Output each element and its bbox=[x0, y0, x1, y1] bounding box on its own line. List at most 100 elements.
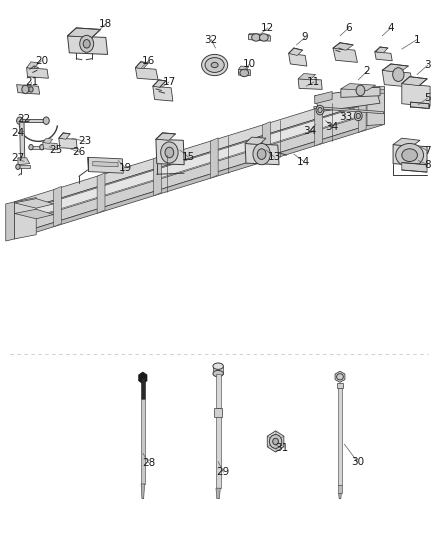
Polygon shape bbox=[335, 372, 345, 382]
Ellipse shape bbox=[205, 58, 224, 72]
Polygon shape bbox=[338, 389, 342, 486]
Ellipse shape bbox=[396, 143, 424, 167]
Circle shape bbox=[43, 117, 49, 124]
Polygon shape bbox=[341, 84, 376, 91]
Polygon shape bbox=[88, 157, 123, 173]
Polygon shape bbox=[341, 87, 380, 98]
Polygon shape bbox=[393, 144, 427, 166]
Text: 26: 26 bbox=[72, 147, 85, 157]
Polygon shape bbox=[67, 28, 101, 37]
Text: 15: 15 bbox=[182, 152, 195, 162]
Polygon shape bbox=[59, 133, 70, 139]
Polygon shape bbox=[139, 372, 147, 384]
Text: 11: 11 bbox=[307, 77, 321, 87]
Circle shape bbox=[29, 87, 33, 92]
Polygon shape bbox=[53, 187, 61, 227]
Circle shape bbox=[392, 68, 404, 82]
Polygon shape bbox=[358, 92, 366, 133]
Circle shape bbox=[354, 111, 362, 120]
Polygon shape bbox=[141, 484, 145, 499]
Text: 28: 28 bbox=[142, 458, 155, 467]
Text: 30: 30 bbox=[351, 457, 364, 466]
Polygon shape bbox=[18, 165, 30, 168]
Polygon shape bbox=[315, 92, 332, 104]
Circle shape bbox=[316, 106, 324, 115]
Circle shape bbox=[257, 149, 266, 159]
Polygon shape bbox=[376, 47, 388, 53]
Text: 31: 31 bbox=[276, 443, 289, 453]
Polygon shape bbox=[358, 90, 385, 95]
Text: 9: 9 bbox=[302, 33, 308, 43]
Polygon shape bbox=[339, 494, 341, 499]
Polygon shape bbox=[338, 486, 342, 494]
Polygon shape bbox=[14, 120, 385, 239]
Text: 25: 25 bbox=[49, 145, 63, 155]
Polygon shape bbox=[59, 138, 77, 149]
Text: 33: 33 bbox=[339, 112, 353, 122]
Text: 12: 12 bbox=[261, 23, 274, 33]
Polygon shape bbox=[14, 198, 36, 239]
Text: 8: 8 bbox=[424, 160, 431, 169]
Polygon shape bbox=[18, 158, 30, 165]
Polygon shape bbox=[314, 107, 384, 114]
Polygon shape bbox=[289, 48, 303, 55]
Text: 2: 2 bbox=[364, 67, 370, 76]
Text: 1: 1 bbox=[414, 35, 420, 45]
Text: 34: 34 bbox=[325, 122, 339, 132]
Text: 5: 5 bbox=[424, 93, 431, 103]
Polygon shape bbox=[216, 488, 220, 499]
Circle shape bbox=[22, 85, 29, 94]
Polygon shape bbox=[97, 173, 105, 213]
Polygon shape bbox=[367, 86, 385, 125]
Polygon shape bbox=[262, 122, 270, 162]
Polygon shape bbox=[213, 366, 223, 374]
Ellipse shape bbox=[201, 54, 228, 76]
Polygon shape bbox=[135, 62, 148, 69]
Circle shape bbox=[17, 117, 23, 124]
Polygon shape bbox=[333, 43, 353, 50]
Text: 6: 6 bbox=[346, 23, 352, 33]
Circle shape bbox=[356, 114, 360, 118]
Text: 4: 4 bbox=[388, 23, 394, 33]
Polygon shape bbox=[153, 80, 166, 87]
Polygon shape bbox=[239, 69, 251, 76]
Text: 17: 17 bbox=[162, 77, 176, 87]
Polygon shape bbox=[27, 62, 39, 69]
Ellipse shape bbox=[402, 149, 417, 161]
Polygon shape bbox=[245, 143, 279, 165]
Polygon shape bbox=[382, 64, 408, 72]
Circle shape bbox=[83, 39, 90, 48]
Polygon shape bbox=[17, 85, 40, 94]
Polygon shape bbox=[245, 137, 266, 144]
Polygon shape bbox=[14, 209, 53, 219]
Polygon shape bbox=[402, 84, 430, 107]
Ellipse shape bbox=[213, 363, 223, 369]
Circle shape bbox=[161, 142, 178, 163]
Ellipse shape bbox=[252, 34, 260, 41]
Ellipse shape bbox=[259, 34, 268, 41]
Ellipse shape bbox=[273, 438, 279, 445]
Circle shape bbox=[16, 164, 20, 169]
Polygon shape bbox=[333, 48, 357, 62]
Polygon shape bbox=[14, 98, 385, 216]
Polygon shape bbox=[93, 161, 118, 167]
Polygon shape bbox=[214, 408, 222, 417]
Ellipse shape bbox=[269, 434, 282, 448]
Circle shape bbox=[165, 147, 174, 158]
Polygon shape bbox=[67, 36, 108, 54]
Polygon shape bbox=[14, 199, 53, 208]
Polygon shape bbox=[20, 119, 47, 122]
Text: 3: 3 bbox=[424, 60, 431, 70]
Polygon shape bbox=[336, 383, 343, 389]
Text: 10: 10 bbox=[243, 59, 256, 69]
Text: 34: 34 bbox=[303, 126, 316, 136]
Polygon shape bbox=[375, 52, 392, 61]
Text: 32: 32 bbox=[205, 35, 218, 45]
Polygon shape bbox=[298, 74, 316, 80]
Text: 7: 7 bbox=[424, 146, 431, 156]
Circle shape bbox=[29, 144, 33, 150]
Polygon shape bbox=[249, 34, 270, 41]
Polygon shape bbox=[315, 87, 380, 112]
Polygon shape bbox=[141, 399, 145, 484]
Text: 22: 22 bbox=[18, 114, 31, 124]
